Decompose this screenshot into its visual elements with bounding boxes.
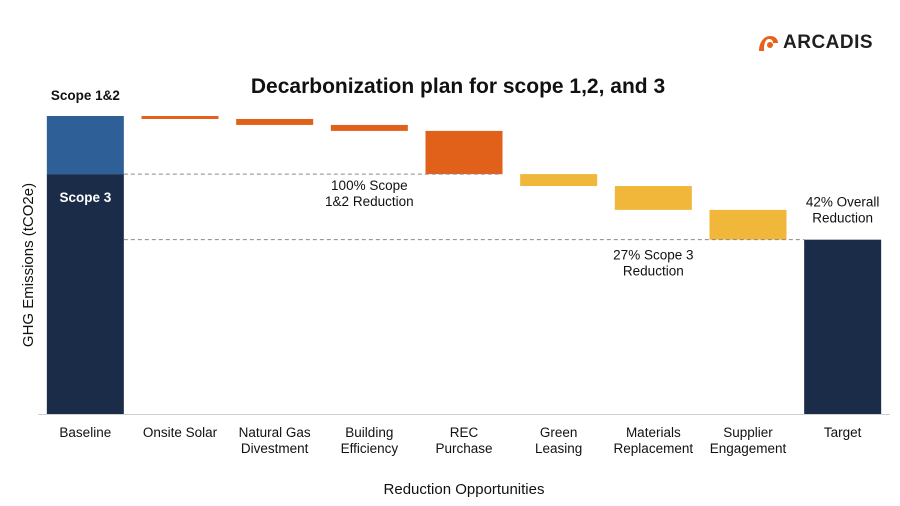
annotation-overall-reduction: 42% Overall Reduction bbox=[806, 195, 880, 226]
bar-step-materials-replacement bbox=[614, 186, 692, 210]
tick-label-supplier-engagement: Supplier Engagement bbox=[710, 425, 787, 456]
tick-label-target: Target bbox=[824, 425, 862, 440]
bar-baseline-scope12 bbox=[46, 116, 124, 175]
tick-label-onsite-solar: Onsite Solar bbox=[143, 425, 218, 440]
tick-label-green-leasing: Green Leasing bbox=[535, 425, 582, 456]
logo-text: ARCADIS bbox=[783, 32, 874, 53]
bar-baseline-scope3 bbox=[46, 174, 124, 414]
annotation-scope12-reduction: 100% Scope 1&2 Reduction bbox=[325, 178, 414, 209]
tick-label-rec-purchase: REC Purchase bbox=[435, 425, 492, 456]
bar-step-onsite-solar bbox=[141, 116, 219, 119]
arcadis-mark-icon bbox=[759, 36, 778, 51]
annotation-scope3-reduction: 27% Scope 3 Reduction bbox=[613, 248, 693, 279]
tick-label-natural-gas-divestment: Natural Gas Divestment bbox=[239, 425, 311, 456]
arcadis-logo: ARCADIS bbox=[757, 32, 873, 54]
bar-step-building-efficiency bbox=[330, 124, 408, 131]
chart-title: Decarbonization plan for scope 1,2, and … bbox=[251, 75, 665, 98]
bar-step-rec-purchase bbox=[425, 130, 503, 175]
y-axis-label: GHG Emissions (tCO2e) bbox=[20, 183, 37, 347]
bar-step-supplier-engagement bbox=[709, 209, 787, 240]
bar-target bbox=[804, 239, 882, 414]
x-axis-label: Reduction Opportunities bbox=[384, 481, 545, 498]
label-scope3: Scope 3 bbox=[59, 190, 111, 205]
bar-step-natural-gas-divestment bbox=[236, 118, 314, 125]
tick-label-materials-replacement: Materials Replacement bbox=[614, 425, 694, 456]
tick-label-baseline: Baseline bbox=[59, 425, 111, 440]
tick-label-building-efficiency: Building Efficiency bbox=[341, 425, 399, 456]
label-scope12: Scope 1&2 bbox=[51, 88, 120, 103]
bar-step-green-leasing bbox=[520, 174, 598, 187]
